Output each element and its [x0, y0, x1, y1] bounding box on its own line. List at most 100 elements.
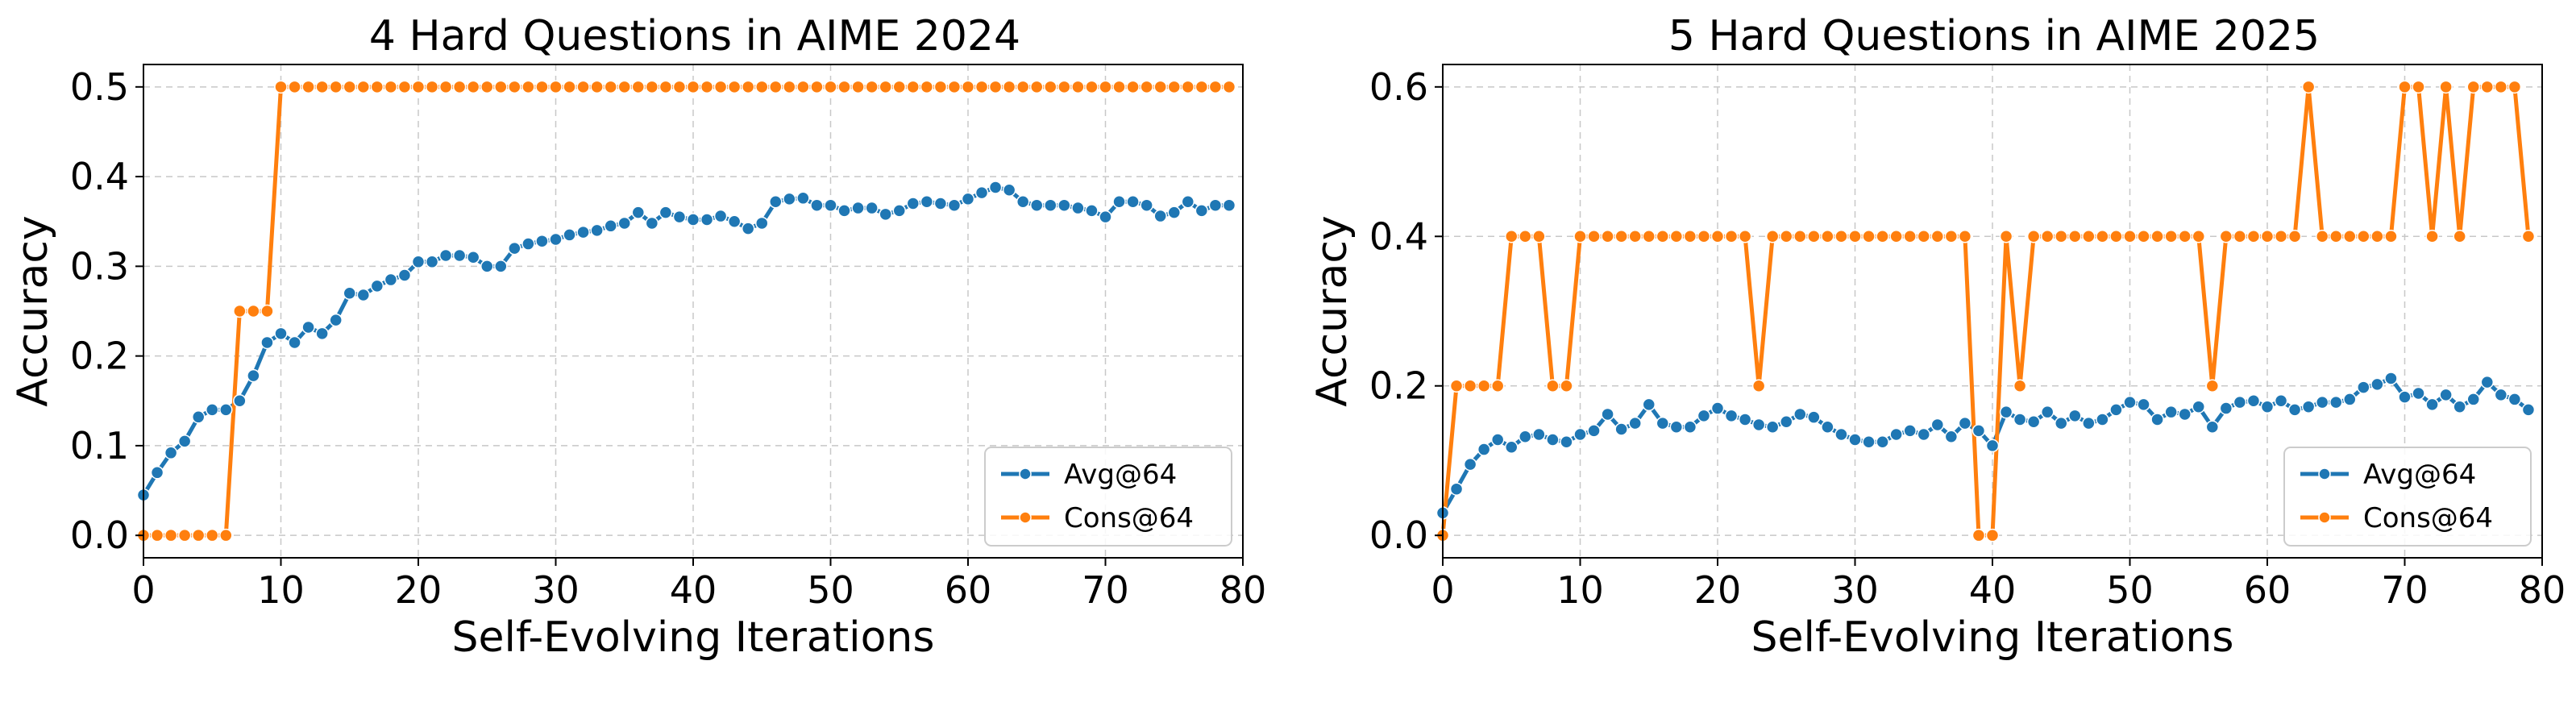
- data-point-cons-64: [1889, 230, 1903, 243]
- data-point-avg-64: [411, 255, 426, 269]
- data-point-cons-64: [2164, 230, 2178, 243]
- data-point-cons-64: [1573, 230, 1587, 243]
- legend: Avg@64 Cons@64: [984, 447, 1232, 547]
- data-point-avg-64: [177, 434, 192, 448]
- data-point-cons-64: [494, 80, 508, 94]
- data-point-cons-64: [384, 80, 398, 94]
- data-point-cons-64: [1449, 379, 1464, 393]
- data-point-cons-64: [370, 80, 384, 94]
- data-point-avg-64: [2068, 409, 2082, 423]
- data-point-avg-64: [2219, 401, 2233, 415]
- data-point-cons-64: [961, 80, 975, 94]
- y-tick-label: 0.0: [1369, 513, 1428, 557]
- data-point-avg-64: [590, 223, 604, 238]
- data-point-avg-64: [659, 206, 673, 219]
- data-point-cons-64: [425, 80, 439, 94]
- data-point-cons-64: [2026, 230, 2041, 243]
- data-point-cons-64: [233, 304, 247, 318]
- data-point-cons-64: [521, 80, 535, 94]
- data-point-avg-64: [219, 403, 233, 417]
- x-tick-label: 10: [257, 568, 305, 612]
- y-tick-label: 0.5: [70, 65, 129, 109]
- y-tick-label: 0.6: [1369, 65, 1428, 109]
- chart-title: 5 Hard Questions in AIME 2025: [1668, 12, 2320, 60]
- data-point-cons-64: [2109, 230, 2123, 243]
- data-point-cons-64: [851, 80, 865, 94]
- data-point-cons-64: [1642, 230, 1656, 243]
- data-point-avg-64: [397, 268, 412, 282]
- data-point-cons-64: [2521, 230, 2536, 243]
- data-point-cons-64: [865, 80, 879, 94]
- data-point-avg-64: [1793, 407, 1807, 422]
- data-point-cons-64: [1669, 230, 1684, 243]
- data-point-cons-64: [1751, 379, 1766, 393]
- data-point-avg-64: [1126, 195, 1140, 209]
- data-point-avg-64: [2178, 407, 2192, 422]
- data-point-avg-64: [576, 225, 590, 239]
- data-point-cons-64: [2453, 230, 2466, 243]
- data-point-cons-64: [988, 80, 1003, 94]
- y-tick-label: 0.0: [70, 513, 129, 557]
- data-point-avg-64: [2026, 414, 2041, 429]
- x-tick-label: 80: [2519, 568, 2566, 612]
- data-point-avg-64: [741, 222, 755, 235]
- data-point-avg-64: [329, 313, 343, 327]
- x-tick-label: 30: [1831, 568, 1879, 612]
- x-axis-label: Self-Evolving Iterations: [452, 613, 935, 662]
- data-point-avg-64: [150, 466, 164, 480]
- data-point-avg-64: [2082, 416, 2096, 430]
- data-point-avg-64: [1195, 204, 1209, 218]
- data-point-avg-64: [1071, 201, 1085, 215]
- data-point-avg-64: [2096, 413, 2109, 426]
- data-point-cons-64: [2096, 230, 2109, 243]
- x-tick-label: 30: [532, 568, 580, 612]
- data-point-avg-64: [1944, 430, 1959, 444]
- data-point-cons-64: [2301, 80, 2316, 94]
- x-tick-label: 40: [1969, 568, 2017, 612]
- data-point-avg-64: [1930, 418, 1945, 432]
- y-axis-label: Accuracy: [1308, 215, 1357, 406]
- data-point-avg-64: [2329, 395, 2343, 409]
- data-point-avg-64: [2412, 386, 2425, 401]
- data-point-avg-64: [700, 213, 714, 227]
- data-point-cons-64: [1153, 80, 1167, 94]
- x-axis-label: Self-Evolving Iterations: [1751, 613, 2234, 662]
- x-tick-label: 0: [131, 568, 155, 612]
- x-tick-label: 50: [2106, 568, 2154, 612]
- data-point-avg-64: [686, 213, 700, 227]
- data-point-avg-64: [2205, 420, 2220, 434]
- data-point-cons-64: [1903, 230, 1917, 243]
- data-point-cons-64: [810, 80, 824, 94]
- data-point-cons-64: [2398, 80, 2412, 94]
- data-point-cons-64: [1724, 230, 1739, 243]
- data-point-avg-64: [1099, 210, 1112, 224]
- data-point-avg-64: [1222, 198, 1236, 212]
- data-point-avg-64: [2301, 400, 2316, 414]
- data-point-cons-64: [2137, 230, 2150, 243]
- x-tick-label: 10: [1556, 568, 1604, 612]
- data-point-cons-64: [2205, 379, 2220, 393]
- data-point-avg-64: [508, 241, 521, 256]
- data-point-avg-64: [1167, 206, 1181, 219]
- data-point-cons-64: [1490, 379, 1505, 393]
- data-point-avg-64: [1807, 410, 1821, 424]
- data-point-avg-64: [425, 255, 439, 269]
- data-point-cons-64: [933, 80, 948, 94]
- data-point-cons-64: [2274, 230, 2288, 243]
- data-point-cons-64: [1195, 80, 1209, 94]
- data-point-cons-64: [1614, 230, 1628, 243]
- data-point-avg-64: [1016, 195, 1030, 209]
- data-point-avg-64: [356, 288, 371, 302]
- data-point-cons-64: [343, 80, 356, 94]
- data-point-avg-64: [1463, 457, 1477, 472]
- chart-aime-2025: 5 Hard Questions in AIME 2025 0 10 20 30 40 5…: [1308, 12, 2566, 662]
- data-point-avg-64: [2315, 395, 2329, 409]
- data-point-cons-64: [1477, 379, 1491, 393]
- data-point-avg-64: [1057, 198, 1071, 212]
- data-point-cons-64: [659, 80, 673, 94]
- data-point-cons-64: [164, 528, 178, 542]
- data-point-avg-64: [713, 209, 728, 223]
- data-point-cons-64: [206, 528, 219, 542]
- data-point-avg-64: [1030, 198, 1044, 212]
- data-point-avg-64: [727, 214, 742, 228]
